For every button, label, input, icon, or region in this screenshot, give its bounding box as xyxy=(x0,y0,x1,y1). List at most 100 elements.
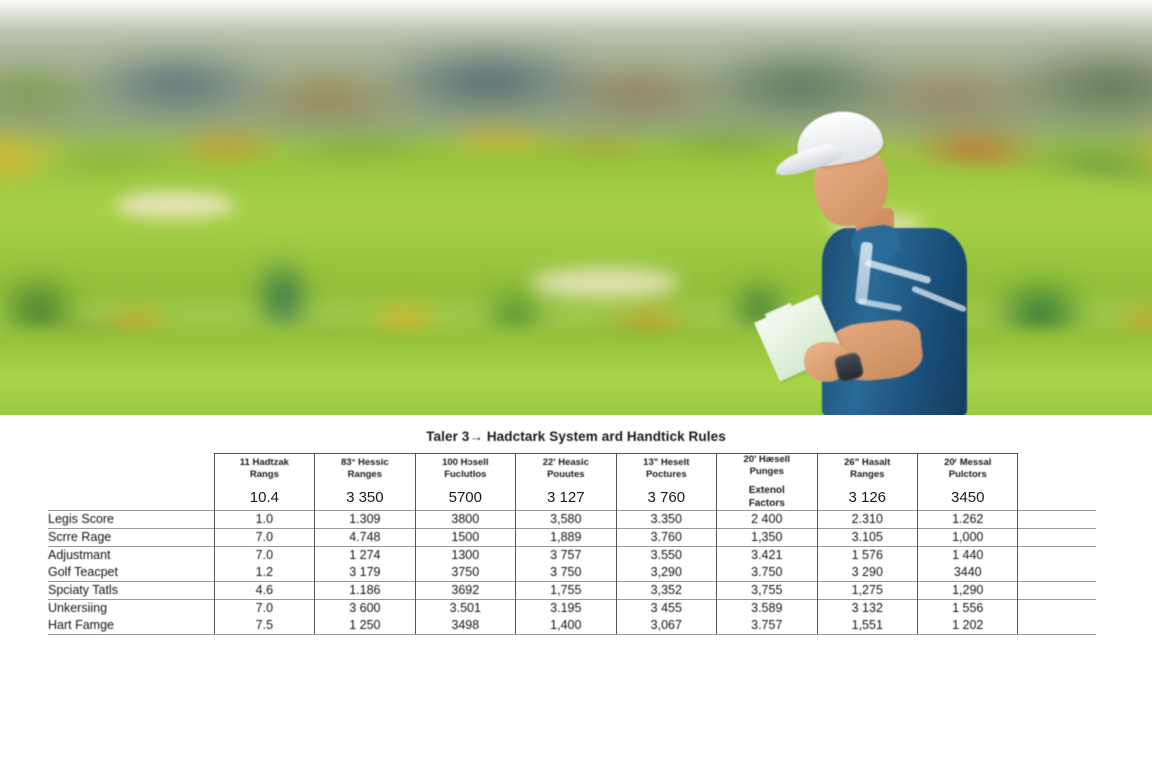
table-cell-line: 7.0 xyxy=(255,548,274,562)
column-header-value: 3450 xyxy=(951,488,985,506)
table-cell: 1,350 xyxy=(716,528,818,547)
table-cell-line: 7.0 xyxy=(255,530,274,544)
table-cell: 1 576 3 290 xyxy=(816,546,918,582)
header-label-line: Punges xyxy=(749,466,784,477)
header-label-line: 83° Hessic xyxy=(341,456,389,468)
table-cell: 3 455 3,067 xyxy=(615,599,717,635)
row-tail-spacer xyxy=(1017,599,1096,635)
row-header-label: Adjustmant Golf Teacpet xyxy=(48,546,215,582)
table-cell-line: 7.0 xyxy=(255,601,274,615)
row-label-line: Spciaty Tatls xyxy=(48,583,118,597)
table-cell-line: 3.589 xyxy=(751,601,783,615)
table-cell-line: 3 290 xyxy=(851,565,883,579)
table-cell-line: 3.195 xyxy=(550,601,582,615)
table-cell: 1,000 xyxy=(916,528,1019,547)
table-cell: 1.0 xyxy=(213,510,315,529)
table-cell-line: 3800 xyxy=(451,512,480,526)
table-cell: 3.195 1,400 xyxy=(515,599,617,635)
table-row: Legis Score 1.0 1.309 3800 3,580 3.350 2 400 2.… xyxy=(48,510,1096,529)
column-header-value: 3 760 xyxy=(647,488,686,506)
column-header-value: 5700 xyxy=(448,488,482,506)
column-header-label: 22' Heasic Pouutes xyxy=(516,457,615,481)
column-header-4: 22' Heasic Pouutes 3 127 xyxy=(515,453,617,511)
table-cell-line: 1,400 xyxy=(550,618,582,632)
table-cell-line: 2.310 xyxy=(851,512,883,526)
table-cell: 3,352 xyxy=(615,581,717,600)
column-header-label: 20' Hæsell Punges xyxy=(717,454,816,478)
table-cell: 1.186 xyxy=(314,581,416,600)
table-cell: 3 757 3 750 xyxy=(515,546,617,582)
table-cell: 3800 xyxy=(414,510,516,529)
table-cell: 1,889 xyxy=(515,528,617,547)
table-cell-line: 3 757 xyxy=(550,548,582,562)
table-cell-line: 1.309 xyxy=(349,512,381,526)
row-header-label: Scrre Rage xyxy=(48,528,215,547)
column-header-value: 3 127 xyxy=(547,488,585,506)
column-header-5: 13" Heselt Poctures 3 760 xyxy=(615,453,717,511)
table-cell-line: 3750 xyxy=(451,565,480,579)
table-caption: Taler 3→ Hadctark System ard Handtick Ru… xyxy=(426,429,726,444)
row-header-label: Spciaty Tatls xyxy=(48,581,215,600)
table-body: Legis Score 1.0 1.309 3800 3,580 3.350 2 400 2.… xyxy=(48,510,1096,635)
row-tail-spacer xyxy=(1017,528,1096,547)
column-header-value: 3 350 xyxy=(346,488,384,506)
golfer-ear xyxy=(872,174,887,193)
header-label-line: 11 Hadtzak xyxy=(239,456,289,468)
row-label-line: Scrre Rage xyxy=(48,530,112,544)
table-cell-line: 1,000 xyxy=(952,530,984,544)
row-label-line: Golf Teacpet xyxy=(48,565,118,579)
table-cell-line: 1,889 xyxy=(550,530,582,544)
column-header-subnote: Extenol Factors xyxy=(717,485,816,510)
header-label-line: 20ʳ Messal xyxy=(944,456,992,468)
column-header-8: 20ʳ Messal Pulctors 3450 xyxy=(916,453,1019,511)
golf-course-photo xyxy=(0,0,1152,415)
table-cell: 1 440 3440 xyxy=(916,546,1019,582)
table-cell-line: 3.750 xyxy=(751,565,783,579)
table-cell-line: 3.501 xyxy=(449,601,481,615)
row-label-line: Adjustmant xyxy=(48,548,111,562)
column-header-value: 3 126 xyxy=(848,488,887,506)
table-cell-line: 1,755 xyxy=(550,583,582,597)
table-cell: 2.310 xyxy=(816,510,918,529)
table-cell: 4.748 xyxy=(314,528,416,547)
table-cell: 3.589 3.757 xyxy=(716,599,818,635)
header-label-line: Poctures xyxy=(645,468,687,480)
table-cell-line: 3 750 xyxy=(550,565,582,579)
table-cell: 1500 xyxy=(414,528,516,547)
header-label-line: Fuclutlos xyxy=(444,468,487,480)
table-cell-line: 1500 xyxy=(451,530,480,544)
table-cell: 3,755 xyxy=(716,581,818,600)
table-cell-line: 3,290 xyxy=(650,565,682,579)
table-cell-line: 1 556 xyxy=(952,601,984,615)
header-label-line: 100 Hɔsell xyxy=(442,456,489,468)
row-label-line: Hart Famge xyxy=(48,618,114,632)
table-cell: 3 600 1 250 xyxy=(314,599,416,635)
header-label-line: 26" Hasalt xyxy=(844,456,891,468)
table-cell: 1,290 xyxy=(916,581,1019,600)
table-cell-line: 3692 xyxy=(451,583,480,597)
table-cell: 7.0 7.5 xyxy=(213,599,315,635)
table-cell: 1300 3750 xyxy=(414,546,516,582)
table-cell: 3,580 xyxy=(515,510,617,529)
column-header-1: 11 Hadtzak Rangs 10.4 xyxy=(213,453,315,511)
table-cell: 1 274 3 179 xyxy=(314,546,416,582)
golfer-figure xyxy=(754,105,990,415)
table-cell-line: 1 250 xyxy=(349,618,381,632)
table-cell: 4.6 xyxy=(213,581,315,600)
table-row: Scrre Rage 7.0 4.748 1500 1,889 3.760 1,350 3.1… xyxy=(48,528,1096,547)
column-header-label: 83° Hessic Ranges xyxy=(315,457,414,481)
table-cell-line: 1.262 xyxy=(952,512,984,526)
table-cell-line: 4.748 xyxy=(349,530,381,544)
row-label-line: Legis Score xyxy=(48,512,115,526)
table-cell-line: 1,290 xyxy=(952,583,984,597)
header-label-line: 22' Heasic xyxy=(542,456,589,468)
table-cell-line: 2 400 xyxy=(751,512,783,526)
table-cell: 1,275 xyxy=(816,581,918,600)
table-row: Adjustmant Golf Teacpet 7.0 1.2 1 274 3 179 13… xyxy=(48,546,1096,582)
table-cell-line: 3 455 xyxy=(650,601,682,615)
column-header-2: 83° Hessic Ranges 3 350 xyxy=(314,453,416,511)
table-cell: 7.0 xyxy=(213,528,315,547)
table-cell-line: 3.350 xyxy=(650,512,682,526)
column-header-label: 11 Hadtzak Rangs xyxy=(215,457,314,481)
